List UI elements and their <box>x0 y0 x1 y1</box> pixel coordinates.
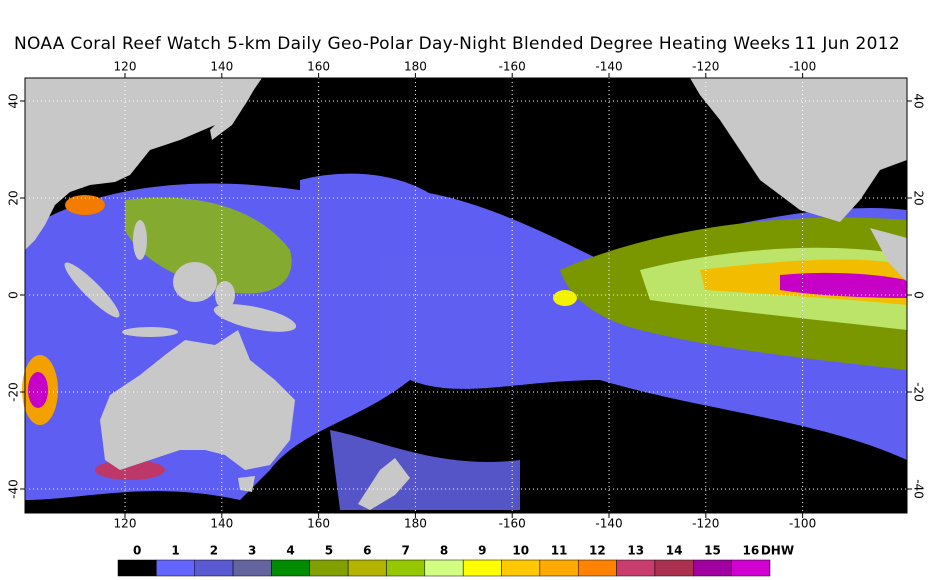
lon-label: 180 <box>404 60 427 74</box>
axis-labels: 120 120 140 140 160 160 180 180 -160 -160 -140 -140… <box>7 60 926 531</box>
lon-label: 120 <box>114 60 137 74</box>
colorbar-swatch <box>424 559 464 577</box>
lon-label: -140 <box>595 60 622 74</box>
colorbar-label: 4 <box>286 544 294 558</box>
colorbar-swatch <box>156 559 195 577</box>
lon-label: 140 <box>210 517 233 531</box>
map-date: 11 Jun 2012 <box>794 34 900 54</box>
colorbar-swatch <box>501 559 541 577</box>
lon-label: -160 <box>499 517 526 531</box>
lat-label: 20 <box>7 190 21 205</box>
lon-label: -120 <box>692 517 719 531</box>
colorbar-label: 9 <box>478 544 486 558</box>
lon-label: 180 <box>404 517 427 531</box>
colorbar-swatch <box>194 559 234 577</box>
colorbar-swatch <box>271 559 311 577</box>
colorbar-label: 10 <box>512 544 529 558</box>
colorbar-label: 5 <box>325 544 333 558</box>
lon-label: -100 <box>789 60 816 74</box>
lat-label: 0 <box>912 291 926 299</box>
lat-label: -40 <box>7 479 21 499</box>
colorbar-swatch <box>693 559 732 577</box>
colorbar-label: 3 <box>248 544 256 558</box>
colorbar-label: 14 <box>666 544 683 558</box>
lon-label: 140 <box>210 60 233 74</box>
colorbar-swatch <box>347 559 387 577</box>
colorbar-label: 0 <box>133 544 141 558</box>
lat-label: 0 <box>7 291 21 299</box>
lon-label: 120 <box>114 517 137 531</box>
colorbar-swatch <box>577 559 617 577</box>
lon-label: 160 <box>307 60 330 74</box>
colorbar-swatch <box>386 559 426 577</box>
map-title: NOAA Coral Reef Watch 5-km Daily Geo-Pol… <box>14 34 790 54</box>
lon-label: -140 <box>595 517 622 531</box>
colorbar-swatch <box>462 559 502 577</box>
colorbar-label: 11 <box>551 544 568 558</box>
colorbar-swatch <box>309 559 349 577</box>
map <box>22 77 908 514</box>
colorbar-swatch <box>232 559 272 577</box>
colorbar-label: 6 <box>363 544 371 558</box>
lon-label: 160 <box>307 517 330 531</box>
colorbar-label: 15 <box>704 544 721 558</box>
colorbar-label: 16 <box>742 544 759 558</box>
lat-label: -20 <box>7 382 21 402</box>
graticule <box>25 78 907 513</box>
colorbar-swatch <box>616 559 656 577</box>
lat-label: 40 <box>7 93 21 108</box>
colorbar-swatch <box>117 559 157 577</box>
lon-label: -100 <box>789 517 816 531</box>
colorbar: 0 1 2 3 4 5 6 7 8 9 10 11 12 13 14 15 16 DHW <box>117 544 794 577</box>
colorbar-unit: DHW <box>761 544 794 558</box>
colorbar-label: 7 <box>401 544 409 558</box>
colorbar-swatch <box>731 559 771 577</box>
colorbar-label: 13 <box>627 544 644 558</box>
lat-label: 40 <box>912 93 926 108</box>
lat-label: -40 <box>912 479 926 499</box>
colorbar-swatch <box>654 559 694 577</box>
colorbar-swatch <box>539 559 579 577</box>
landmasses <box>25 78 907 510</box>
lat-label: 20 <box>912 190 926 205</box>
colorbar-label: 1 <box>171 544 179 558</box>
colorbar-label: 12 <box>589 544 606 558</box>
lat-label: -20 <box>912 382 926 402</box>
lon-label: -160 <box>499 60 526 74</box>
colorbar-label: 2 <box>210 544 218 558</box>
colorbar-label: 8 <box>440 544 448 558</box>
lon-label: -120 <box>692 60 719 74</box>
